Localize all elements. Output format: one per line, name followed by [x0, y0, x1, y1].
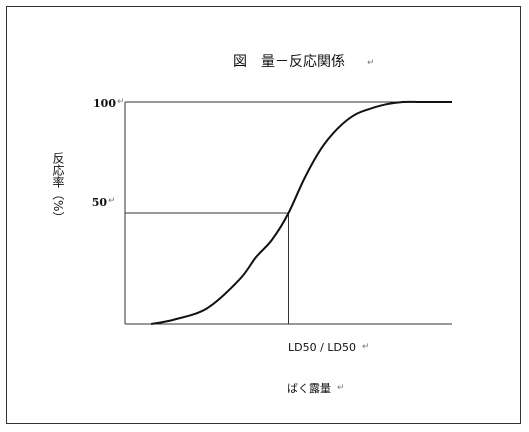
return-mark: ↵ — [367, 58, 375, 68]
chart-frame — [6, 6, 521, 424]
return-mark: ↵ — [337, 383, 345, 393]
x-marker-label: LD50 / LD50 — [288, 341, 356, 354]
dose-response-curve — [151, 100, 452, 325]
y-tick-label-100: 100 — [93, 97, 116, 110]
y-axis-label: 反応率（%） — [51, 152, 65, 224]
x-axis-caption: ばく露量 — [287, 382, 331, 395]
return-mark: ↵ — [117, 97, 125, 107]
return-mark: ↵ — [108, 196, 116, 206]
return-mark: ↵ — [362, 342, 370, 352]
chart-title: 図 量－反応関係 — [233, 54, 345, 70]
y-tick-label-50: 50 — [92, 196, 108, 209]
